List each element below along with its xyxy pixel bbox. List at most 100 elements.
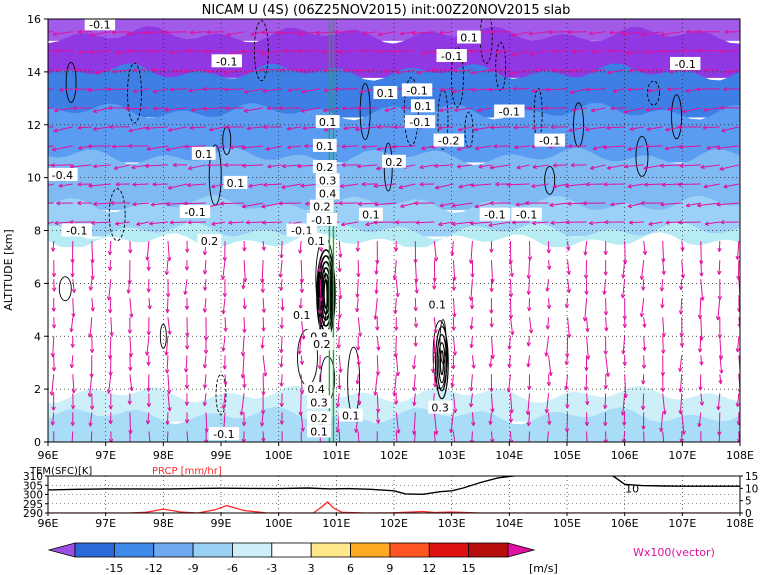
wind-vector <box>419 182 435 187</box>
wind-vector <box>361 181 378 187</box>
x-tick-label: 105E <box>553 449 581 462</box>
colorbar-cell <box>113 542 155 558</box>
wind-vector <box>203 106 226 111</box>
x-tick-label: 103E <box>438 517 466 530</box>
colorbar-cell <box>310 542 351 558</box>
wind-vector <box>242 241 247 252</box>
wind-vector <box>622 412 627 426</box>
wind-vector <box>53 431 55 442</box>
wind-vector <box>241 49 264 54</box>
contour-label-text: 0.2 <box>316 161 334 174</box>
contour-label: 0.4 <box>304 382 329 396</box>
wind-vector <box>488 412 493 425</box>
wind-vector <box>128 143 149 149</box>
wind-vector <box>452 298 457 318</box>
wind-vector <box>546 241 551 254</box>
contour-label: -0.1 <box>61 223 93 238</box>
wind-vector <box>661 317 666 338</box>
wind-vector <box>48 69 54 71</box>
wind-vector <box>549 202 568 208</box>
wind-vector <box>516 164 530 170</box>
wind-vector <box>71 279 77 294</box>
wind-vector <box>279 374 284 387</box>
wind-vector <box>508 298 514 319</box>
wind-vector <box>645 49 663 55</box>
wind-vector <box>108 393 113 410</box>
wind-vector <box>377 31 397 37</box>
wind-vector <box>203 317 209 341</box>
wind-vector <box>584 355 589 372</box>
wind-vector <box>189 30 207 35</box>
wind-vector <box>279 336 284 354</box>
wind-vector <box>411 412 417 435</box>
wind-vector <box>681 107 701 114</box>
wind-vector <box>373 183 397 189</box>
wind-vector <box>715 298 721 321</box>
wind-vector <box>357 317 363 337</box>
x-tick-label: 99E <box>211 449 232 462</box>
surface-series <box>48 476 740 513</box>
wind-vector <box>524 200 549 206</box>
wind-vector <box>490 260 495 284</box>
wind-vector <box>622 241 628 265</box>
contour-label-text: -0.1 <box>409 116 430 129</box>
contour-label: -0.1 <box>404 115 436 129</box>
wind-vector <box>50 336 56 358</box>
wind-vector <box>55 68 73 73</box>
wind-vector <box>48 164 54 166</box>
wind-vector <box>222 355 227 370</box>
wind-vector <box>375 317 380 331</box>
x-tick-label: 106E <box>611 449 639 462</box>
wind-vector <box>678 298 684 315</box>
precip-line <box>48 501 740 513</box>
wind-vector <box>92 164 111 169</box>
wind-vector <box>514 144 530 150</box>
wind-vector <box>221 336 226 352</box>
wind-vector <box>609 30 625 35</box>
wind-vector <box>588 220 606 226</box>
contour-label-text: 0.2 <box>313 338 331 351</box>
wind-vector <box>322 107 340 113</box>
wind-vector <box>261 431 266 442</box>
wind-vector <box>641 374 646 385</box>
wind-vector <box>128 412 133 435</box>
wind-vector <box>93 201 111 207</box>
wind-vector <box>58 87 73 93</box>
wind-vector <box>508 279 514 298</box>
wind-vector <box>603 431 608 442</box>
wind-vector <box>450 241 455 257</box>
wind-vector <box>77 29 92 34</box>
wind-vector <box>300 107 321 113</box>
wind-vector <box>526 336 531 347</box>
wind-vector <box>152 88 169 94</box>
contour-line <box>215 373 227 415</box>
wind-vector <box>373 220 397 225</box>
wind-vector <box>51 298 56 312</box>
wind-vector <box>454 107 473 113</box>
wind-vector <box>706 145 720 150</box>
wind-vector <box>355 279 360 298</box>
wind-vector <box>356 355 361 366</box>
wind-vector <box>432 374 438 388</box>
wind-vector <box>583 241 588 256</box>
wind-vector <box>202 374 208 389</box>
contour-line <box>437 89 449 150</box>
wind-vector <box>662 431 665 442</box>
wind-vector <box>206 29 226 35</box>
wind-vector <box>678 393 683 415</box>
surface-panel: TEM(SFC)[K] PRCP [mm/hr] 290295300305310… <box>23 466 758 530</box>
wind-vector <box>545 279 550 292</box>
wind-vector <box>718 374 723 385</box>
wind-vector <box>662 49 682 54</box>
wind-vector <box>202 355 208 369</box>
wind-vector <box>697 298 703 319</box>
wind-vector <box>419 164 435 170</box>
wind-vector <box>70 260 75 278</box>
wind-vector <box>679 336 685 348</box>
wind-vector <box>532 164 549 169</box>
wind-vector <box>339 183 359 189</box>
colorbar-cell <box>192 542 233 558</box>
x-tick-label: 107E <box>668 449 696 462</box>
colorbar-end <box>47 542 76 558</box>
wind-vector <box>262 88 283 93</box>
